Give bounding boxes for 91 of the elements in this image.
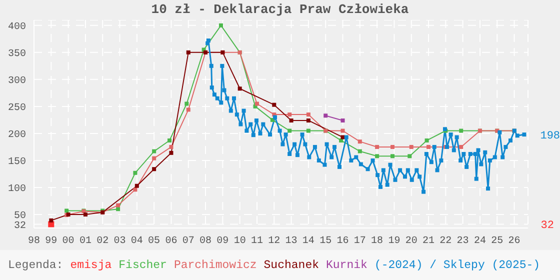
text: (-2024) / Sklepy (2025-) — [374, 258, 540, 272]
y-tick-label: 50 — [14, 211, 26, 222]
x-tick-label: 04 — [130, 236, 143, 248]
point — [169, 144, 174, 149]
y-tick-label: 350 — [8, 48, 26, 60]
point — [116, 203, 120, 208]
point — [390, 144, 394, 149]
point — [306, 112, 310, 117]
x-tick-label: 14 — [302, 236, 314, 248]
x-tick-label: 26 — [508, 236, 520, 248]
point — [152, 149, 156, 154]
point — [358, 140, 362, 144]
x-tick-label: 01 — [79, 236, 92, 248]
text: Parchimowicz — [174, 258, 257, 272]
point — [133, 188, 138, 192]
annotation: 198 — [540, 130, 560, 142]
x-tick-label: 02 — [96, 236, 109, 248]
point — [288, 128, 292, 133]
point — [238, 86, 242, 91]
x-tick-label: 18 — [371, 236, 384, 248]
point — [339, 138, 344, 142]
point — [340, 128, 345, 133]
y-tick-label: 400 — [8, 22, 26, 33]
point — [306, 128, 310, 133]
point — [288, 112, 292, 117]
point — [272, 102, 276, 107]
point — [459, 144, 464, 149]
point — [424, 138, 429, 142]
x-tick-label: 20 — [405, 236, 418, 248]
x-tick-label: 22 — [440, 236, 452, 248]
point — [358, 149, 362, 154]
point — [186, 50, 190, 54]
point — [426, 144, 431, 149]
x-tick-label: 99 — [45, 236, 58, 248]
x-tick-label: 08 — [200, 236, 212, 248]
point — [169, 150, 174, 155]
point — [409, 144, 414, 149]
point — [390, 154, 394, 158]
x-tick-label: 24 — [474, 236, 486, 248]
point — [184, 102, 189, 106]
x-tick-label: 03 — [114, 236, 126, 248]
point — [459, 128, 464, 133]
point — [133, 170, 138, 175]
point — [64, 208, 69, 213]
x-tick-label: 00 — [62, 236, 74, 248]
x-tick-label: 10 — [234, 236, 246, 248]
y-tick-label: 300 — [8, 76, 26, 87]
x-tick-label: 17 — [354, 236, 366, 248]
x-tick-label: 06 — [165, 236, 178, 248]
x-tick-label: 13 — [285, 236, 298, 248]
text: 32 — [540, 220, 554, 232]
x-tick-label: 25 — [491, 236, 504, 248]
point — [270, 118, 274, 122]
point — [340, 118, 345, 122]
legend-title: Legenda: — [8, 258, 64, 272]
point — [375, 154, 380, 158]
x-tick-label: 98 — [28, 236, 40, 248]
point — [408, 154, 412, 158]
point — [324, 114, 328, 118]
point — [218, 23, 223, 28]
point — [49, 218, 54, 222]
x-tick-label: 11 — [250, 236, 263, 248]
point — [375, 144, 380, 149]
text: Kurnik — [326, 258, 368, 272]
x-tick-label: 21 — [422, 236, 435, 248]
x-tick-label: 07 — [182, 236, 194, 248]
text: Suchanek — [264, 258, 319, 272]
y-tick-label: 200 — [8, 130, 26, 142]
chart-title: 10 zł - Deklaracja Praw Człowieka — [150, 1, 410, 19]
y-tick-label: 250 — [8, 102, 26, 114]
x-tick-label: 09 — [216, 236, 229, 248]
point — [83, 212, 88, 216]
x-tick-label: 19 — [388, 236, 400, 248]
text: Fischer — [118, 258, 167, 272]
x-tick-label: 12 — [268, 236, 280, 248]
y-tick-label: 100 — [8, 184, 26, 196]
y-tick-label: 32 — [14, 220, 26, 232]
x-tick-label: 23 — [456, 236, 469, 248]
point — [152, 156, 156, 160]
point — [168, 138, 172, 142]
point — [289, 118, 294, 122]
point — [134, 184, 139, 188]
text: emisja — [70, 258, 112, 272]
y-tick-label: 150 — [8, 157, 26, 168]
point — [186, 108, 190, 112]
point — [152, 167, 156, 172]
x-tick-label: 15 — [320, 236, 332, 248]
point — [254, 102, 259, 106]
x-tick-label: 05 — [148, 236, 160, 248]
point — [306, 118, 310, 122]
x-tick-label: 16 — [336, 236, 349, 248]
